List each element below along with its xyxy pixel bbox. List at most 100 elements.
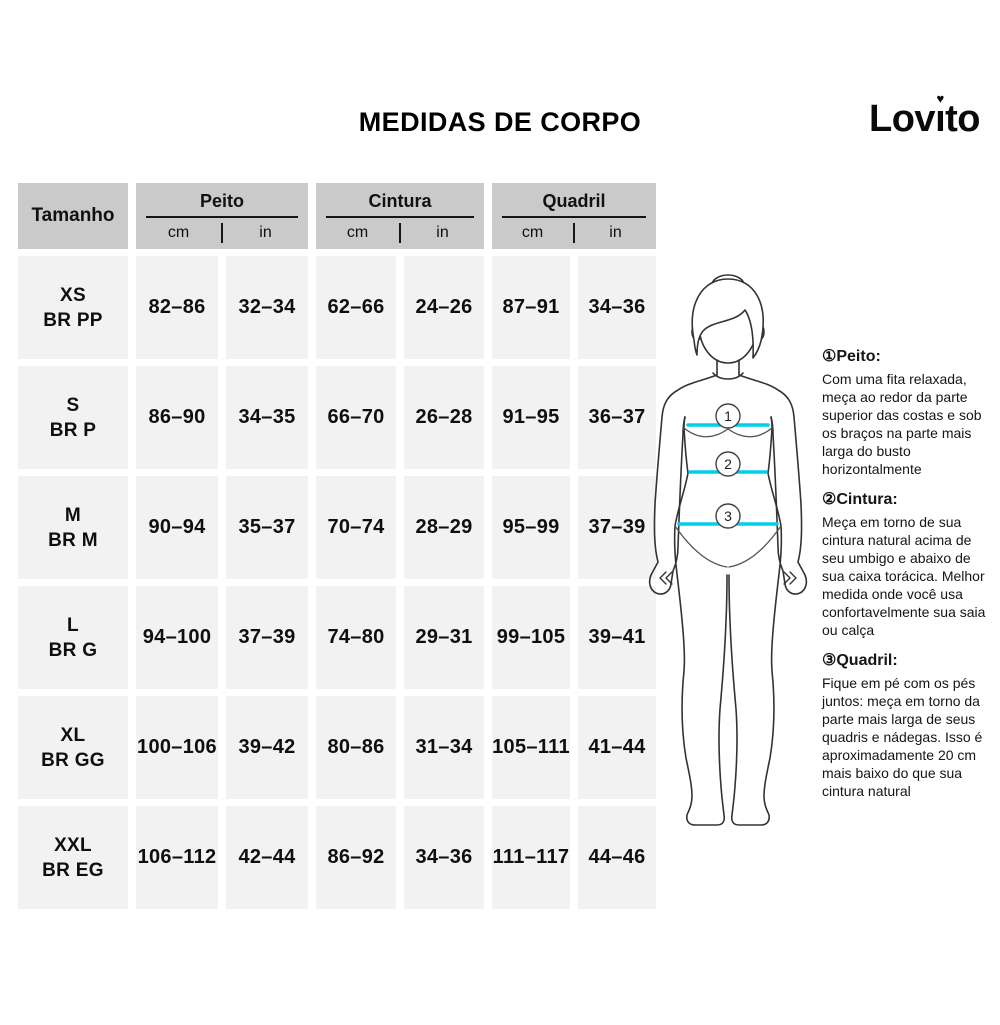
table-cell: 100–106 bbox=[136, 696, 218, 799]
size-label-br: BR P bbox=[49, 419, 97, 441]
right-hand-chevron bbox=[783, 571, 797, 585]
size-cell-m: M BR M bbox=[18, 476, 128, 579]
table-cell: 39–41 bbox=[578, 586, 656, 689]
table-cell: 87–91 bbox=[492, 256, 570, 359]
instruction-quadril: ③Quadril: Fique em pé com os pés juntos:… bbox=[822, 650, 994, 800]
table-cell: 66–70 bbox=[316, 366, 396, 469]
col-header-tamanho: Tamanho bbox=[18, 183, 128, 249]
table-cell: 32–34 bbox=[226, 256, 308, 359]
col-header-peito: Peito cm in bbox=[136, 183, 308, 249]
group-label: Quadril bbox=[542, 190, 606, 211]
logo-text-pre: Lov bbox=[869, 98, 936, 140]
left-hand-chevron bbox=[659, 571, 673, 585]
table-cell: 26–28 bbox=[404, 366, 484, 469]
table-cell: 91–95 bbox=[492, 366, 570, 469]
group-label: Cintura bbox=[368, 190, 432, 211]
size-label: XXL bbox=[54, 834, 92, 856]
measurement-marker-1 bbox=[715, 403, 741, 429]
marker-number-3: 3 bbox=[724, 508, 732, 524]
col-header-cintura: Cintura cm in bbox=[316, 183, 484, 249]
heart-icon: ♥ bbox=[936, 91, 944, 106]
table-cell: 36–37 bbox=[578, 366, 656, 469]
unit-label-in: in bbox=[609, 223, 622, 241]
marker-number-1: 1 bbox=[724, 408, 732, 424]
panty-line bbox=[674, 525, 782, 568]
group-rule bbox=[501, 215, 647, 218]
left-arm bbox=[648, 374, 718, 595]
body-figure: 1 2 3 bbox=[648, 274, 808, 826]
table-cell: 35–37 bbox=[226, 476, 308, 579]
table-cell: 105–111 bbox=[492, 696, 570, 799]
instruction-heading: ②Cintura: bbox=[822, 491, 898, 508]
table-cell: 28–29 bbox=[404, 476, 484, 579]
size-label: L bbox=[67, 614, 79, 636]
size-label: S bbox=[66, 394, 80, 416]
size-cell-xl: XL BR GG bbox=[18, 696, 128, 799]
size-cell-xxl: XXL BR EG bbox=[18, 806, 128, 909]
size-table: Tamanho Peito cm in Cintura cm in Quadri… bbox=[18, 183, 656, 909]
lovito-logo: Lovı ♥ to bbox=[869, 92, 980, 141]
page-title: MEDIDAS DE CORPO bbox=[358, 107, 642, 137]
hair bbox=[691, 278, 764, 359]
instruction-body: Com uma fita relaxada, meça ao redor da … bbox=[822, 371, 982, 477]
marker-number-2: 2 bbox=[724, 456, 732, 472]
size-cell-s: S BR P bbox=[18, 366, 128, 469]
logo-text-i: ı bbox=[935, 98, 946, 140]
table-cell: 106–112 bbox=[136, 806, 218, 909]
col-header-quadril: Quadril cm in bbox=[492, 183, 656, 249]
size-cell-xs: XS BR PP bbox=[18, 256, 128, 359]
table-cell: 70–74 bbox=[316, 476, 396, 579]
table-cell: 86–90 bbox=[136, 366, 218, 469]
size-label: XS bbox=[60, 284, 86, 306]
size-label-br: BR G bbox=[48, 639, 98, 661]
size-label-br: BR EG bbox=[42, 859, 104, 881]
size-cell-l: L BR G bbox=[18, 586, 128, 689]
table-cell: 99–105 bbox=[492, 586, 570, 689]
instruction-heading: ③Quadril: bbox=[822, 652, 898, 669]
right-torso-leg bbox=[728, 416, 783, 826]
unit-divider bbox=[573, 222, 575, 243]
group-rule bbox=[146, 215, 298, 218]
table-cell: 82–86 bbox=[136, 256, 218, 359]
table-cell: 62–66 bbox=[316, 256, 396, 359]
size-label: XL bbox=[60, 724, 86, 746]
instructions-panel: ①Peito: Com uma fita relaxada, meça ao r… bbox=[822, 346, 994, 811]
group-rule bbox=[326, 215, 474, 218]
table-cell: 34–35 bbox=[226, 366, 308, 469]
table-cell: 95–99 bbox=[492, 476, 570, 579]
table-cell: 34–36 bbox=[404, 806, 484, 909]
table-cell: 24–26 bbox=[404, 256, 484, 359]
group-label: Peito bbox=[199, 190, 244, 211]
table-cell: 41–44 bbox=[578, 696, 656, 799]
logo-text-post: to bbox=[945, 98, 980, 140]
unit-divider bbox=[221, 222, 223, 243]
instruction-cintura: ②Cintura: Meça em torno de sua cintura n… bbox=[822, 489, 994, 639]
collar bbox=[712, 372, 744, 380]
table-cell: 111–117 bbox=[492, 806, 570, 909]
table-cell: 39–42 bbox=[226, 696, 308, 799]
measurement-marker-2 bbox=[715, 451, 741, 477]
table-cell: 74–80 bbox=[316, 586, 396, 689]
table-cell: 90–94 bbox=[136, 476, 218, 579]
table-cell: 44–46 bbox=[578, 806, 656, 909]
table-cell: 37–39 bbox=[578, 476, 656, 579]
bust-curve bbox=[683, 427, 773, 438]
table-cell: 31–34 bbox=[404, 696, 484, 799]
unit-divider bbox=[399, 222, 401, 243]
table-cell: 94–100 bbox=[136, 586, 218, 689]
size-label-br: BR M bbox=[48, 529, 98, 551]
unit-label-in: in bbox=[259, 223, 272, 241]
unit-label-cm: cm bbox=[521, 223, 544, 241]
size-label: M bbox=[64, 504, 82, 526]
table-cell: 29–31 bbox=[404, 586, 484, 689]
instruction-body: Meça em torno de sua cintura natural aci… bbox=[822, 514, 986, 638]
size-label-br: BR PP bbox=[43, 309, 103, 331]
table-cell: 42–44 bbox=[226, 806, 308, 909]
right-arm bbox=[738, 374, 808, 595]
instruction-peito: ①Peito: Com uma fita relaxada, meça ao r… bbox=[822, 346, 994, 478]
table-cell: 34–36 bbox=[578, 256, 656, 359]
left-torso-leg bbox=[673, 416, 728, 826]
size-label-br: BR GG bbox=[41, 749, 105, 771]
table-cell: 80–86 bbox=[316, 696, 396, 799]
